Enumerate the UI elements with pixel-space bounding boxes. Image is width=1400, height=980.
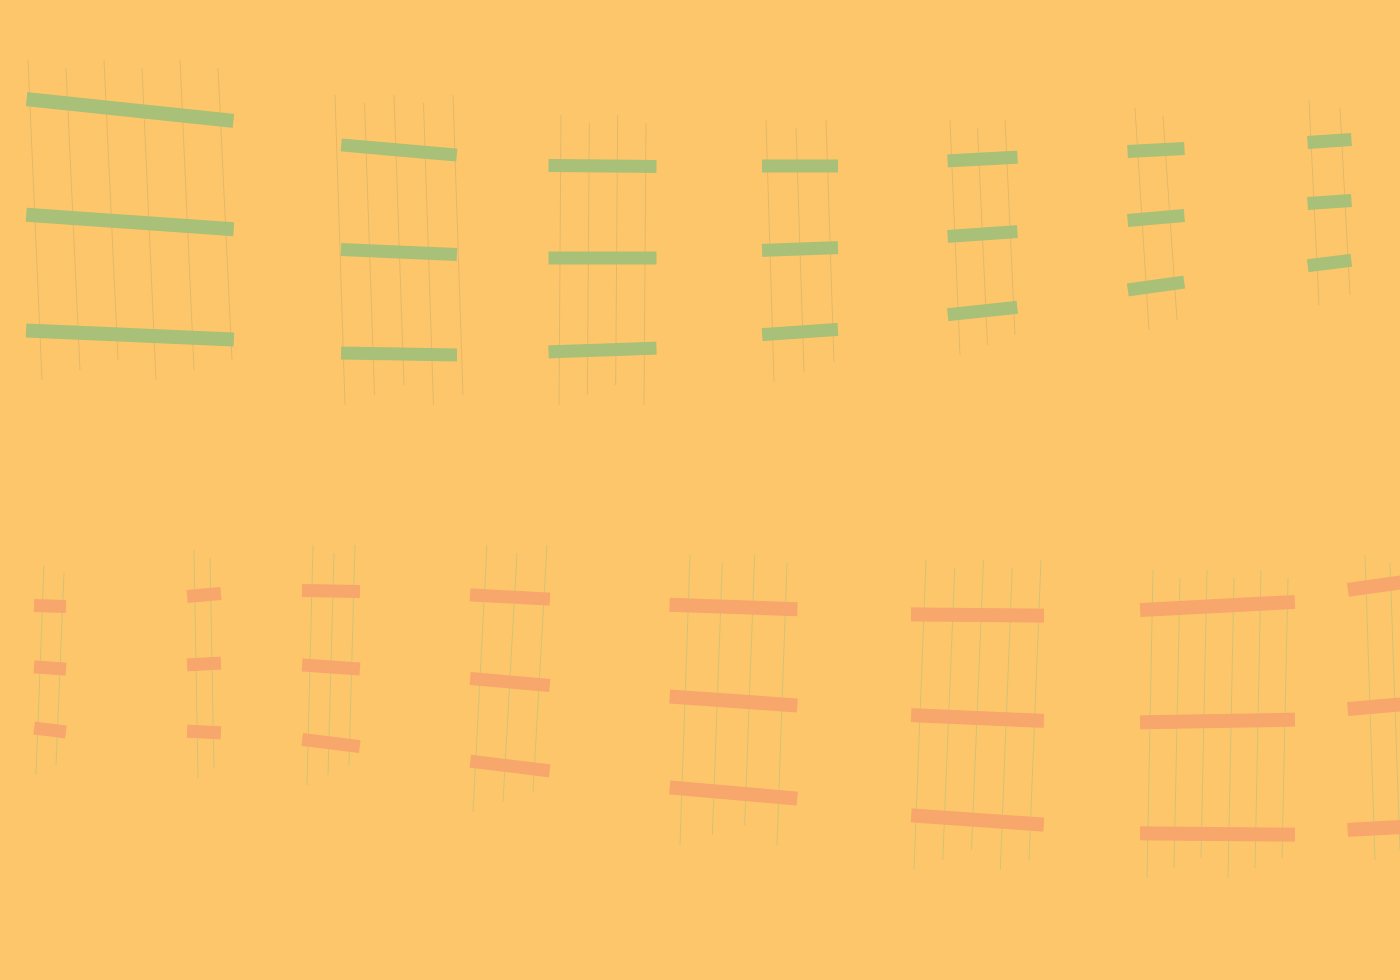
bar	[1127, 209, 1185, 227]
bar	[186, 587, 222, 603]
bar	[1347, 819, 1400, 837]
thin-line	[744, 554, 756, 826]
bar	[548, 341, 657, 359]
bar	[186, 656, 222, 672]
bar	[301, 733, 361, 753]
bar	[1139, 712, 1296, 730]
bar	[1307, 193, 1352, 211]
bar	[340, 242, 458, 262]
bar	[910, 808, 1045, 832]
bar	[1126, 275, 1186, 297]
bar	[761, 322, 839, 342]
bar	[762, 159, 838, 173]
bar	[25, 92, 235, 128]
bar	[910, 708, 1045, 728]
bar	[1139, 826, 1296, 842]
bar	[469, 672, 551, 692]
bar	[1307, 132, 1352, 150]
bar	[1347, 695, 1400, 717]
bar	[340, 138, 458, 162]
thin-line	[532, 544, 548, 793]
bar	[947, 225, 1018, 243]
bar	[469, 588, 551, 606]
bar	[25, 323, 235, 347]
bar	[761, 241, 839, 257]
bar	[669, 780, 798, 806]
bar	[947, 300, 1018, 322]
bar	[25, 207, 235, 237]
bar	[340, 346, 458, 362]
bar	[301, 658, 361, 676]
bar	[469, 754, 551, 778]
bar	[301, 583, 361, 599]
bar	[186, 724, 222, 740]
bar	[1306, 253, 1353, 273]
bar	[1139, 594, 1296, 618]
thin-line	[1200, 569, 1208, 859]
bar	[33, 660, 67, 676]
bar	[947, 150, 1018, 168]
bar	[33, 598, 67, 614]
bar	[548, 251, 657, 265]
thin-line	[452, 94, 464, 396]
bar	[1346, 573, 1400, 597]
bar	[669, 689, 798, 713]
bar	[33, 721, 67, 739]
bar	[548, 159, 657, 173]
bar	[1127, 142, 1185, 158]
thin-line	[348, 544, 356, 766]
bar	[910, 607, 1045, 623]
bar	[669, 597, 798, 617]
